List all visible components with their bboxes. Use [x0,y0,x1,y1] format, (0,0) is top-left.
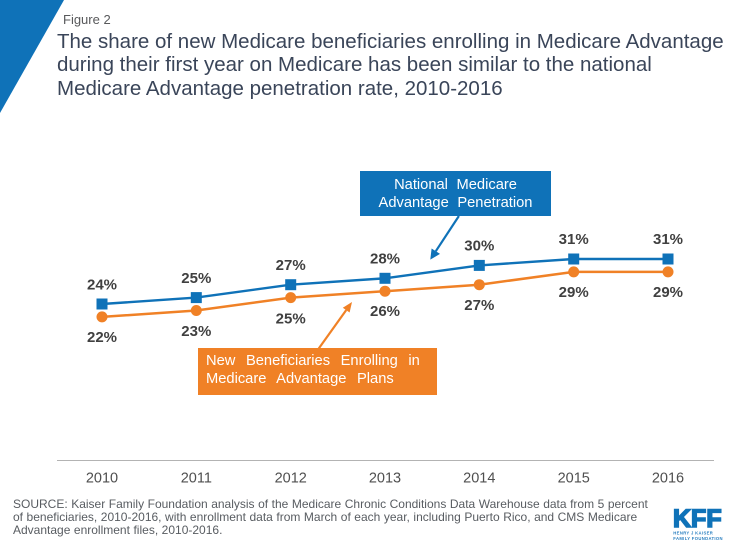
svg-text:28%: 28% [370,251,400,268]
svg-text:2011: 2011 [181,471,212,487]
svg-text:25%: 25% [276,310,306,327]
svg-text:2012: 2012 [275,471,307,487]
svg-text:27%: 27% [464,297,494,314]
svg-text:31%: 31% [653,231,683,248]
svg-text:24%: 24% [87,277,117,294]
svg-text:2010: 2010 [86,471,118,487]
svg-text:FAMILY FOUNDATION: FAMILY FOUNDATION [673,536,723,541]
svg-text:KFF: KFF [673,505,722,533]
svg-text:30%: 30% [464,238,494,255]
svg-text:2015: 2015 [558,471,590,487]
svg-text:26%: 26% [370,303,400,320]
svg-text:25%: 25% [181,270,211,287]
svg-text:HENRY J KAISER: HENRY J KAISER [673,530,713,535]
svg-text:31%: 31% [559,231,589,248]
svg-text:2014: 2014 [463,471,495,487]
svg-text:22%: 22% [87,329,117,346]
svg-text:29%: 29% [559,284,589,301]
svg-text:29%: 29% [653,284,683,301]
svg-text:2013: 2013 [369,471,401,487]
svg-text:23%: 23% [181,323,211,340]
svg-text:27%: 27% [276,257,306,274]
svg-text:2016: 2016 [652,471,684,487]
